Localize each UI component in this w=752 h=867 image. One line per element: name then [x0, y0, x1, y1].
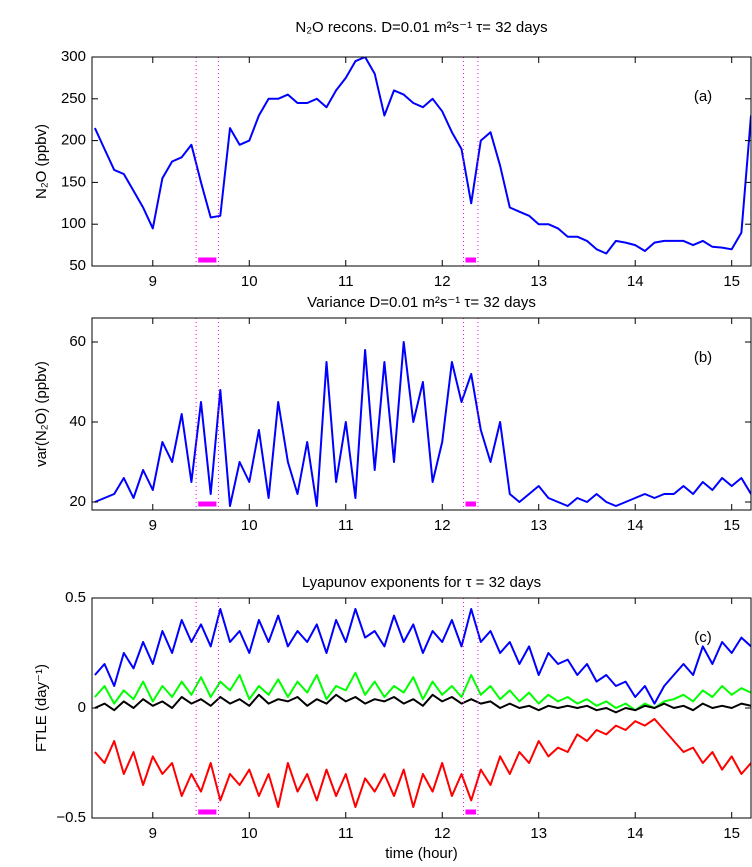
- x-tick-label: 9: [149, 517, 157, 534]
- x-tick-label: 12: [434, 273, 451, 290]
- panel-label: (b): [694, 349, 712, 366]
- y-tick-label: 150: [61, 173, 86, 190]
- plot-area: [94, 598, 751, 818]
- y-tick-label: 40: [69, 413, 86, 430]
- x-axis-label: time (hour): [385, 845, 458, 862]
- chart-title: Variance D=0.01 m²s⁻¹ τ= 32 days: [307, 294, 536, 311]
- y-tick-label: 250: [61, 90, 86, 107]
- y-tick-label: −0.5: [56, 809, 86, 826]
- x-tick-label: 11: [338, 517, 354, 534]
- x-tick-label: 13: [530, 825, 547, 842]
- x-tick-label: 15: [723, 825, 740, 842]
- x-tick-label: 14: [627, 825, 644, 842]
- y-tick-label: 0: [78, 699, 86, 716]
- panel-label: (c): [694, 629, 712, 646]
- plot-area: [93, 57, 751, 266]
- data-line: [94, 341, 751, 507]
- x-tick-label: 13: [530, 517, 547, 534]
- chart-title: Lyapunov exponents for τ = 32 days: [302, 574, 541, 591]
- x-tick-label: 11: [338, 273, 354, 290]
- x-tick-label: 15: [723, 517, 740, 534]
- x-tick-label: 10: [241, 825, 258, 842]
- x-tick-label: 10: [241, 273, 258, 290]
- x-tick-label: 14: [627, 273, 644, 290]
- y-axis-label: FTLE (day⁻¹): [33, 664, 50, 752]
- y-tick-label: 200: [61, 132, 86, 149]
- y-tick-label: 0.5: [65, 589, 86, 606]
- y-tick-label: 300: [61, 48, 86, 65]
- panel-label: (a): [694, 88, 712, 105]
- y-tick-label: 60: [69, 333, 86, 350]
- y-tick-label: 50: [69, 257, 86, 274]
- x-tick-label: 14: [627, 517, 644, 534]
- data-line: [93, 57, 751, 255]
- data-line: [94, 693, 751, 714]
- data-line: [94, 608, 751, 705]
- y-axis-label: var(N₂O) (ppbv): [33, 361, 50, 467]
- data-line: [94, 671, 751, 712]
- chart-title: N₂O recons. D=0.01 m²s⁻¹ τ= 32 days: [295, 19, 547, 36]
- x-tick-label: 15: [723, 273, 740, 290]
- x-tick-label: 9: [149, 825, 157, 842]
- y-tick-label: 100: [61, 215, 86, 232]
- y-axis-label: N₂O (ppbv): [33, 124, 50, 199]
- x-tick-label: 9: [149, 273, 157, 290]
- x-tick-label: 12: [434, 825, 451, 842]
- x-tick-label: 11: [338, 825, 354, 842]
- x-tick-label: 13: [530, 273, 547, 290]
- plot-area: [94, 318, 751, 510]
- axes-box: [91, 317, 752, 511]
- data-line: [94, 718, 751, 808]
- x-tick-label: 12: [434, 517, 451, 534]
- y-tick-label: 20: [69, 493, 86, 510]
- axes-box: [91, 56, 752, 267]
- x-tick-label: 10: [241, 517, 258, 534]
